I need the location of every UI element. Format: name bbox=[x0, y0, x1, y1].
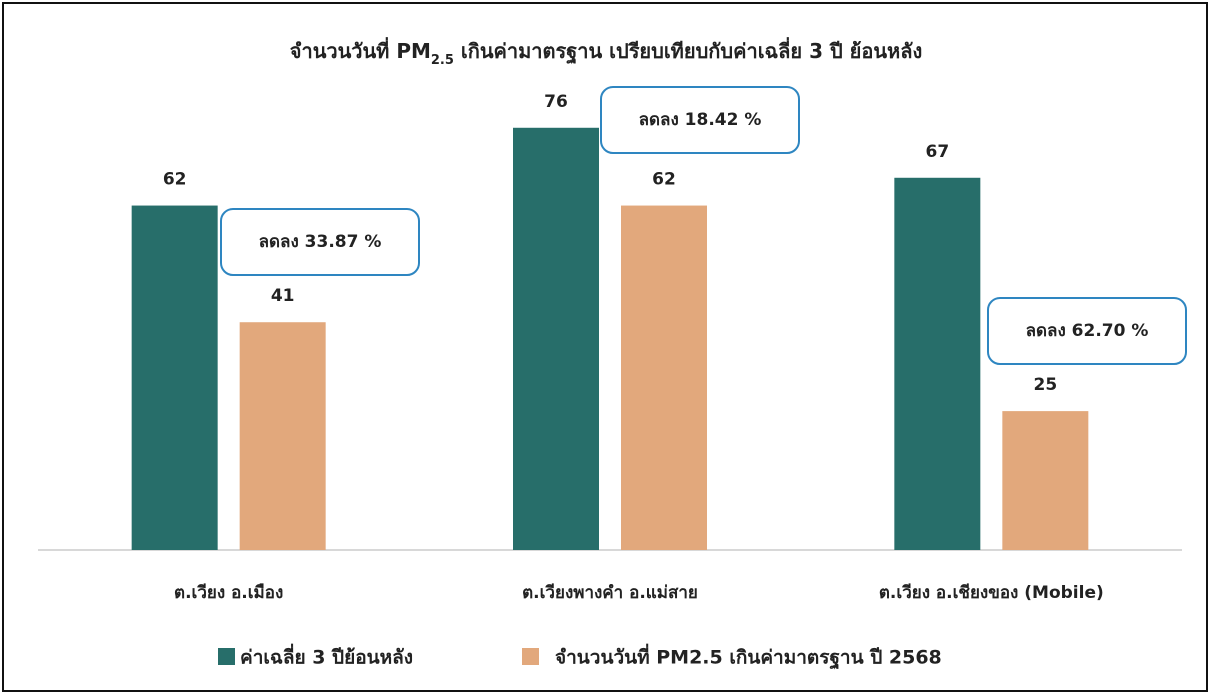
bar bbox=[894, 177, 981, 550]
annotation-box bbox=[987, 297, 1187, 365]
annotation-box bbox=[220, 208, 420, 276]
x-tick-label: ต.เวียงพางคำ อ.แม่สาย bbox=[522, 582, 698, 603]
legend-label: จำนวนวันที่ PM2.5 เกินค่ามาตรฐาน ปี 2568 bbox=[555, 644, 942, 671]
data-label: 62 bbox=[652, 170, 676, 190]
chart-title: จำนวนวันที่ PM2.5 เกินค่ามาตรฐาน เปรียบเ… bbox=[290, 36, 922, 68]
bar bbox=[621, 205, 707, 551]
bar bbox=[513, 127, 599, 551]
x-tick-label: ต.เวียง อ.เชียงของ (Mobile) bbox=[879, 582, 1104, 603]
legend-swatch bbox=[522, 648, 539, 665]
data-label: 41 bbox=[271, 286, 295, 306]
data-label: 62 bbox=[163, 170, 187, 190]
bar bbox=[131, 205, 218, 551]
annotation: ลดลง 62.70 % bbox=[1026, 321, 1149, 341]
annotation: ลดลง 33.87 % bbox=[259, 232, 382, 252]
data-label: 25 bbox=[1033, 375, 1057, 395]
title-part: เกินค่ามาตรฐาน เปรียบเทียบกับค่าเฉลี่ย 3… bbox=[454, 36, 922, 65]
x-tick-label: ต.เวียง อ.เมือง bbox=[174, 582, 283, 603]
annotation-box bbox=[600, 86, 800, 154]
bar bbox=[239, 322, 326, 550]
bar bbox=[1002, 411, 1089, 550]
annotation: ลดลง 18.42 % bbox=[639, 110, 762, 130]
legend-swatch bbox=[218, 648, 235, 665]
data-label: 76 bbox=[544, 92, 568, 112]
data-label: 67 bbox=[925, 142, 949, 162]
legend-label: ค่าเฉลี่ย 3 ปีย้อนหลัง bbox=[240, 644, 413, 669]
title-subscript: 2.5 bbox=[431, 53, 454, 68]
title-part: จำนวนวันที่ PM bbox=[290, 36, 431, 63]
